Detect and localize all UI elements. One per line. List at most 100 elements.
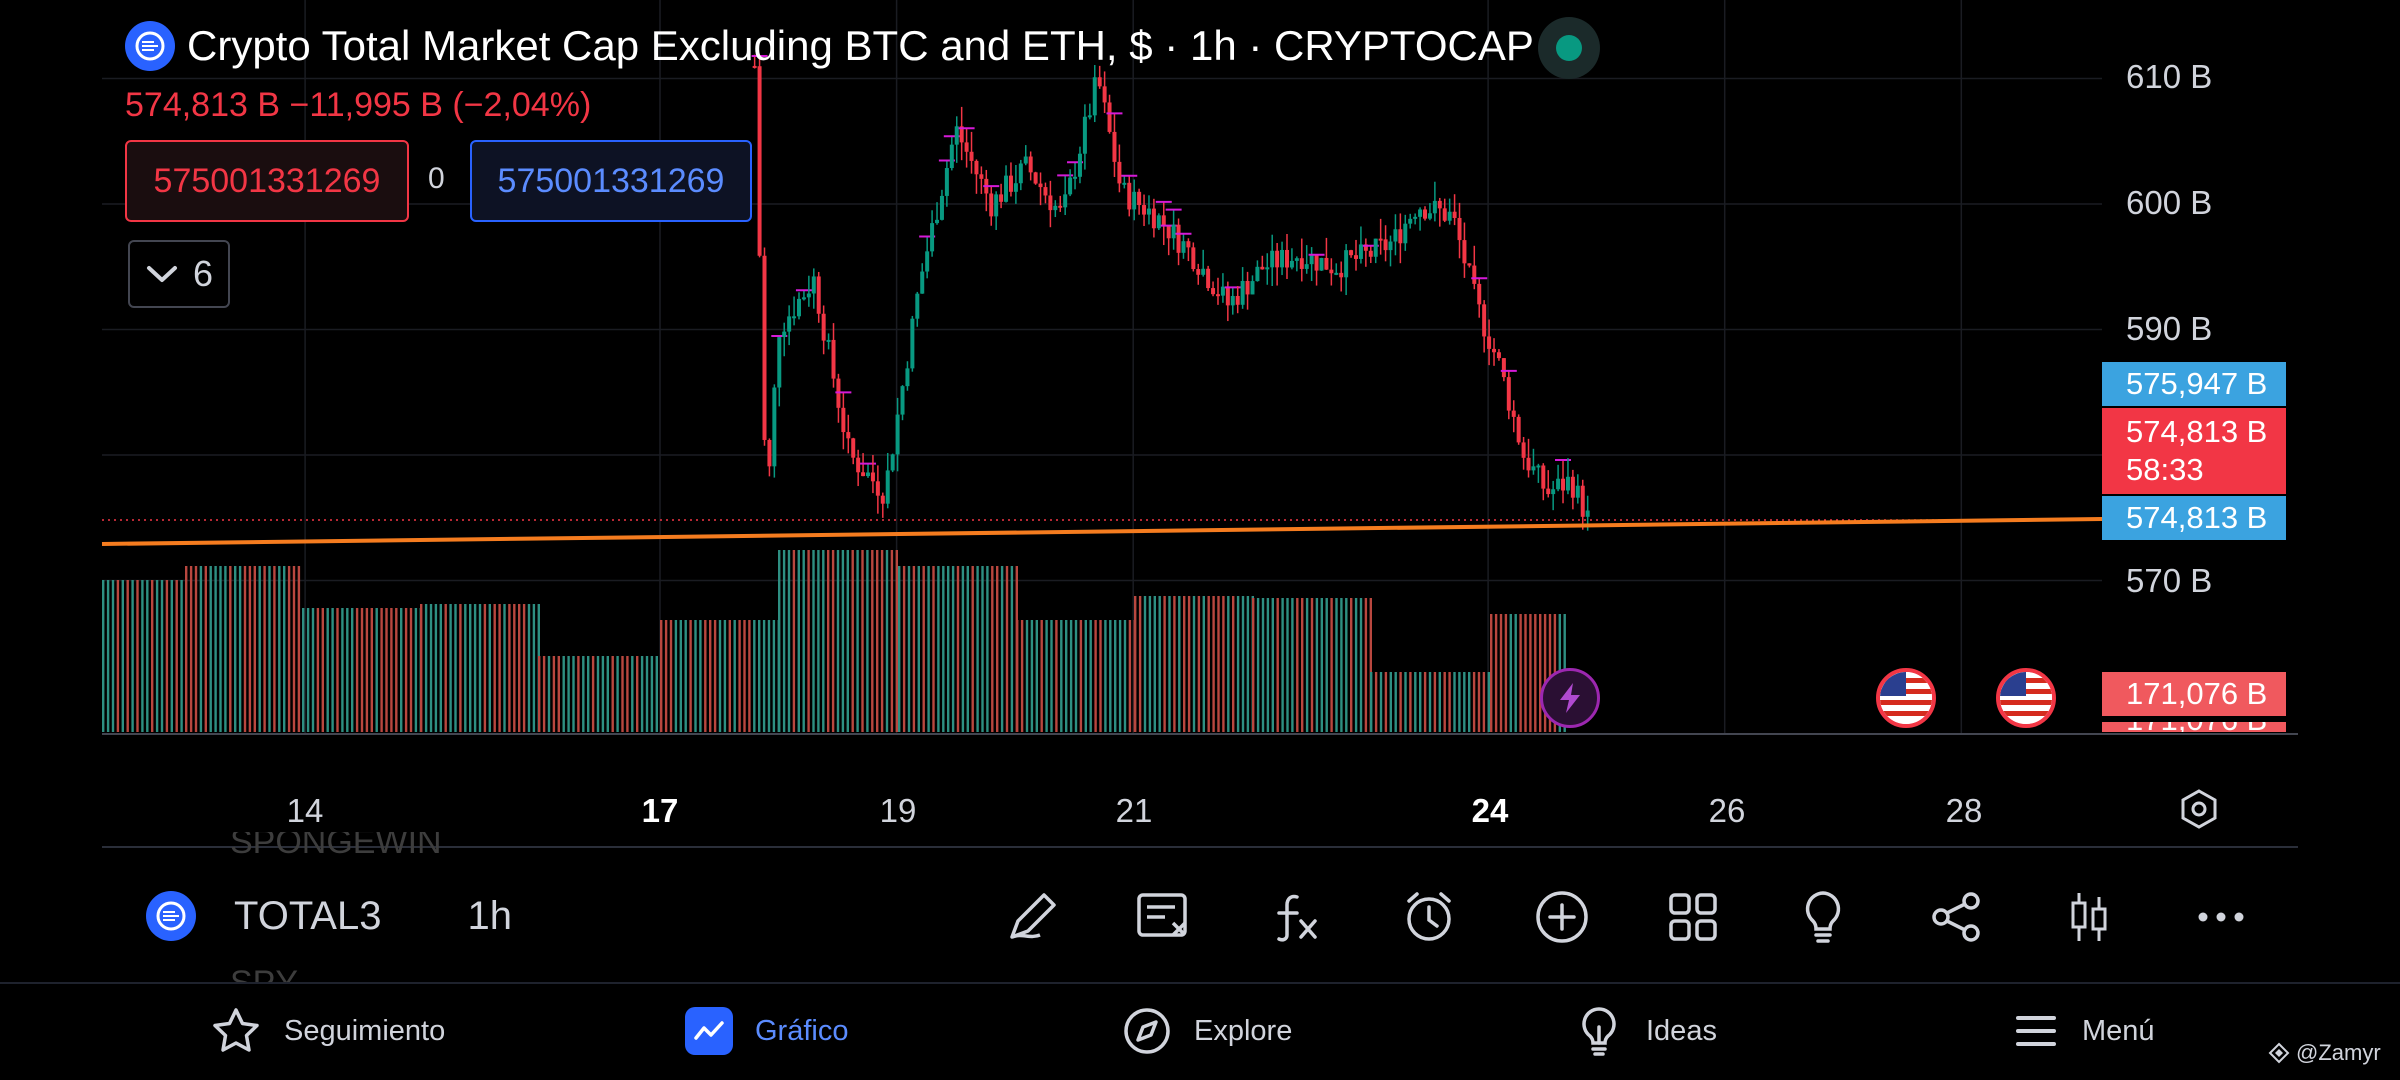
candle-body xyxy=(752,65,757,68)
interval-selector[interactable]: 1h xyxy=(467,893,512,938)
volume-bar xyxy=(880,550,884,732)
candle-body xyxy=(1073,176,1078,179)
volume-bar xyxy=(1529,614,1532,732)
volume-bar xyxy=(131,580,134,732)
candle-body xyxy=(856,457,861,473)
volume-bar xyxy=(1246,596,1250,732)
candle-body xyxy=(1432,200,1437,214)
nav-label: Gráfico xyxy=(755,1014,849,1047)
volume-bar xyxy=(1168,596,1171,732)
volume-bar xyxy=(1340,598,1343,732)
share-icon[interactable] xyxy=(1922,882,1992,952)
nav-menu[interactable]: Menú xyxy=(2012,998,2155,1064)
volume-bar xyxy=(444,604,447,732)
symbol-scroll-prev[interactable]: SPONGEWIN xyxy=(230,832,442,858)
watermark-text: @Zamyr xyxy=(2296,1040,2381,1065)
price-chart[interactable] xyxy=(0,0,2400,860)
indicators-fx-icon[interactable] xyxy=(1262,882,1332,952)
volume-bar xyxy=(932,566,935,732)
volume-bar xyxy=(498,604,501,732)
alert-clock-icon[interactable] xyxy=(1394,882,1464,952)
nav-seguimiento[interactable]: Seguimiento xyxy=(210,998,445,1064)
candle-body xyxy=(1117,161,1122,184)
volume-bar xyxy=(937,566,940,732)
volume-bar xyxy=(439,604,442,732)
buy-button[interactable]: 575001331269 xyxy=(470,140,752,222)
candle-body xyxy=(1309,255,1314,265)
volume-bar xyxy=(650,656,654,732)
volume-bar xyxy=(1394,672,1397,732)
candle-body xyxy=(1077,153,1082,177)
volume-bar xyxy=(1010,566,1014,732)
volume-bar xyxy=(400,608,403,732)
volume-bar xyxy=(1055,620,1058,732)
nav-grafico[interactable]: Gráfico xyxy=(685,998,848,1064)
us-flag-event-icon[interactable] xyxy=(1876,668,1936,728)
volume-bar xyxy=(395,608,398,732)
ideas-lightbulb-icon[interactable] xyxy=(1788,882,1858,952)
nav-explore[interactable]: Explore xyxy=(1122,998,1292,1064)
volume-bar xyxy=(160,580,164,732)
volume-bar xyxy=(1276,598,1279,732)
volume-bar xyxy=(434,604,438,732)
x-tick-label: 19 xyxy=(879,792,917,829)
volume-bar xyxy=(1345,598,1348,732)
candle-body xyxy=(994,194,999,217)
candle-body xyxy=(944,168,949,196)
volume-bar xyxy=(1060,620,1063,732)
candle-body xyxy=(1245,280,1250,295)
volume-bar xyxy=(689,620,692,732)
candle-body xyxy=(831,339,836,379)
chart-settings-hexagon-icon[interactable] xyxy=(2178,788,2220,830)
symbol-logo-icon xyxy=(146,891,196,941)
candle-body xyxy=(1472,265,1477,284)
volume-bar xyxy=(522,604,526,732)
volume-bar xyxy=(922,566,925,732)
more-icon[interactable] xyxy=(2186,882,2256,952)
volume-bar xyxy=(1389,672,1392,732)
drawing-pen-icon[interactable] xyxy=(997,882,1067,952)
candle-style-icon[interactable] xyxy=(2054,882,2124,952)
candle-body xyxy=(1314,255,1319,271)
volume-bar xyxy=(836,550,840,732)
volume-bar xyxy=(1305,598,1309,732)
add-circle-icon[interactable] xyxy=(1527,882,1597,952)
candle-body xyxy=(1378,238,1383,241)
market-status-indicator[interactable] xyxy=(1538,17,1600,79)
candle-body xyxy=(1171,224,1176,239)
candle-body xyxy=(757,66,762,256)
symbol-selector[interactable]: TOTAL3 1h xyxy=(146,888,512,944)
x-tick-label: 21 xyxy=(1115,792,1153,829)
volume-bar xyxy=(146,580,149,732)
volume-bar xyxy=(753,620,756,732)
volume-bar xyxy=(861,550,864,732)
volume-bar xyxy=(718,620,722,732)
layout-grid-icon[interactable] xyxy=(1658,882,1728,952)
nav-ideas[interactable]: Ideas xyxy=(1574,998,1717,1064)
volume-bar xyxy=(1463,672,1466,732)
flash-event-icon[interactable] xyxy=(1540,668,1600,728)
candle-body xyxy=(1506,377,1511,411)
candle-body xyxy=(1092,77,1097,116)
candle-body xyxy=(915,293,920,319)
chart-legend-title[interactable]: Crypto Total Market Cap Excluding BTC an… xyxy=(125,18,1534,74)
volume-bar xyxy=(626,656,629,732)
candle-body xyxy=(1018,163,1023,184)
candle-body xyxy=(806,293,811,298)
candle-body xyxy=(821,313,826,341)
volume-bar xyxy=(268,566,271,732)
us-flag-event-icon[interactable] xyxy=(1996,668,2056,728)
candle-body xyxy=(1536,465,1541,468)
volume-bar xyxy=(645,656,649,732)
clear-drawings-icon[interactable] xyxy=(1128,882,1198,952)
candle-body xyxy=(1442,208,1447,221)
sell-button[interactable]: 575001331269 xyxy=(125,140,409,222)
volume-bar xyxy=(669,620,673,732)
indicators-toggle-button[interactable]: 6 xyxy=(128,240,230,308)
volume-bar xyxy=(1453,672,1456,732)
volume-bar xyxy=(807,550,810,732)
candle-body xyxy=(895,414,900,455)
volume-bar xyxy=(601,656,605,732)
volume-bar xyxy=(464,604,467,732)
symbol-scroll-next[interactable]: SPY xyxy=(230,958,298,982)
